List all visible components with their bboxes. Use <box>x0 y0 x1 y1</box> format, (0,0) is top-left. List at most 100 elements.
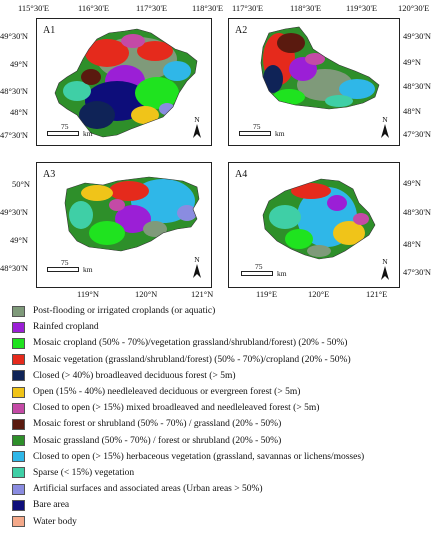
scale-value: 75 <box>61 122 69 131</box>
legend-label: Mosaic forest or shrubland (50% - 70%) /… <box>33 419 282 430</box>
map-panel-a1: A1 75 km N <box>36 18 212 146</box>
legend-swatch <box>12 516 25 528</box>
a1-top-x-label: 115°30'E <box>18 3 50 13</box>
legend-label: Closed (> 40%) broadleaved deciduous for… <box>33 370 236 381</box>
legend-item: Closed (> 40%) broadleaved deciduous for… <box>12 368 432 384</box>
north-label: N <box>194 255 200 264</box>
legend-item: Artificial surfaces and associated areas… <box>12 481 432 497</box>
a1-y-label: 49°N <box>10 59 29 69</box>
a2-y-label: 47°30'N <box>403 129 432 139</box>
north-arrow-icon <box>381 266 389 280</box>
legend-item: Water body <box>12 513 432 529</box>
scale-unit: km <box>83 265 93 274</box>
legend-item: Sparse (< 15%) vegetation <box>12 465 432 481</box>
legend-label: Mosaic cropland (50% - 70%)/vegetation g… <box>33 338 348 349</box>
legend-swatch <box>12 467 25 479</box>
north-arrow-a3: N <box>191 255 203 280</box>
a3-y-label: 48°30'N <box>0 263 29 273</box>
a3-bottom-x-label: 120°N <box>135 289 158 299</box>
a3-y-label: 50°N <box>12 179 31 189</box>
legend-swatch <box>12 483 25 495</box>
a1-y-label: 48°30'N <box>0 86 29 96</box>
legend-item: Closed to open (> 15%) mixed broadleaved… <box>12 400 432 416</box>
legend-label: Rainfed cropland <box>33 322 99 333</box>
a4-y-label: 48°N <box>403 239 422 249</box>
legend-swatch <box>12 499 25 511</box>
a1-y-label: 48°N <box>10 107 29 117</box>
legend-swatch <box>12 321 25 333</box>
legend-item: Bare area <box>12 497 432 513</box>
legend-swatch <box>12 305 25 317</box>
scale-unit: km <box>83 129 93 138</box>
a4-y-label: 47°30'N <box>403 267 432 277</box>
a2-y-label: 49°30'N <box>403 31 432 41</box>
legend-item: Closed to open (> 15%) herbaceous vegeta… <box>12 449 432 465</box>
legend-swatch <box>12 418 25 430</box>
scale-value: 75 <box>255 262 263 271</box>
panel-label-a1: A1 <box>43 25 56 36</box>
a3-bottom-x-label: 119°N <box>77 289 99 299</box>
a4-bottom-x-label: 121°E <box>366 289 388 299</box>
legend-label: Mosaic grassland (50% - 70%) / forest or… <box>33 435 282 446</box>
legend-label: Post-flooding or irrigated croplands (or… <box>33 306 216 317</box>
map-legend: Post-flooding or irrigated croplands (or… <box>12 303 432 530</box>
map-a3 <box>64 176 200 252</box>
north-arrow-a4: N <box>379 257 391 282</box>
panel-label-a2: A2 <box>235 25 248 36</box>
a2-y-label: 48°N <box>403 106 422 116</box>
north-arrow-icon <box>193 124 201 138</box>
a1-top-x-label: 117°30'E <box>136 3 168 13</box>
map-a2 <box>260 26 380 110</box>
a1-top-x-label: 116°30'E <box>78 3 110 13</box>
a3-bottom-x-label: 121°N <box>191 289 214 299</box>
a4-bottom-x-label: 119°E <box>256 289 278 299</box>
legend-label: Artificial surfaces and associated areas… <box>33 484 263 495</box>
map-panel-a3: A3 75 km N <box>36 162 212 288</box>
north-arrow-icon <box>193 264 201 278</box>
a2-top-x-label: 118°30'E <box>290 3 322 13</box>
legend-label: Open (15% - 40%) needleleaved deciduous … <box>33 387 301 398</box>
a1-y-label: 49°30'N <box>0 31 29 41</box>
map-panel-a2: A2 75 km N <box>228 18 400 146</box>
panel-label-a4: A4 <box>235 169 248 180</box>
legend-label: Closed to open (> 15%) herbaceous vegeta… <box>33 451 365 462</box>
legend-label: Sparse (< 15%) vegetation <box>33 467 135 478</box>
legend-item: Mosaic vegetation (grassland/shrubland/f… <box>12 352 432 368</box>
legend-swatch <box>12 402 25 414</box>
legend-item: Mosaic grassland (50% - 70%) / forest or… <box>12 433 432 449</box>
legend-swatch <box>12 370 25 382</box>
scale-value: 75 <box>61 258 69 267</box>
a2-top-x-label: 117°30'E <box>232 3 264 13</box>
legend-item: Mosaic forest or shrubland (50% - 70%) /… <box>12 416 432 432</box>
map-a4 <box>262 178 376 260</box>
scale-bar-graphic <box>239 131 271 136</box>
legend-label: Mosaic vegetation (grassland/shrubland/f… <box>33 354 351 365</box>
a1-top-x-label: 118°30'E <box>192 3 224 13</box>
north-arrow-a2: N <box>379 115 391 140</box>
legend-item: Post-flooding or irrigated croplands (or… <box>12 303 432 319</box>
panel-label-a3: A3 <box>43 169 56 180</box>
legend-label: Water body <box>33 516 77 527</box>
legend-swatch <box>12 354 25 366</box>
legend-swatch <box>12 435 25 447</box>
legend-swatch <box>12 337 25 349</box>
a2-top-x-label: 120°30'E <box>398 3 430 13</box>
a2-top-x-label: 119°30'E <box>346 3 378 13</box>
a2-y-label: 49°N <box>403 57 422 67</box>
legend-swatch <box>12 451 25 463</box>
a4-bottom-x-label: 120°E <box>308 289 330 299</box>
scale-unit: km <box>275 129 285 138</box>
legend-label: Bare area <box>33 500 70 511</box>
a3-y-label: 49°30'N <box>0 207 29 217</box>
scale-bar-graphic <box>47 267 79 272</box>
legend-item: Mosaic cropland (50% - 70%)/vegetation g… <box>12 335 432 351</box>
legend-label: Closed to open (> 15%) mixed broadleaved… <box>33 403 320 414</box>
map-panel-a4: A4 75 km N <box>228 162 400 288</box>
legend-item: Open (15% - 40%) needleleaved deciduous … <box>12 384 432 400</box>
scale-unit: km <box>277 269 287 278</box>
a1-y-label: 47°30'N <box>0 130 29 140</box>
a2-y-label: 48°30'N <box>403 81 432 91</box>
a4-y-label: 48°30'N <box>403 207 432 217</box>
north-arrow-a1: N <box>191 115 203 140</box>
a3-y-label: 49°N <box>10 235 29 245</box>
